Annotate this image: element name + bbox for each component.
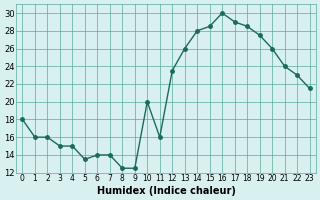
X-axis label: Humidex (Indice chaleur): Humidex (Indice chaleur) <box>97 186 236 196</box>
